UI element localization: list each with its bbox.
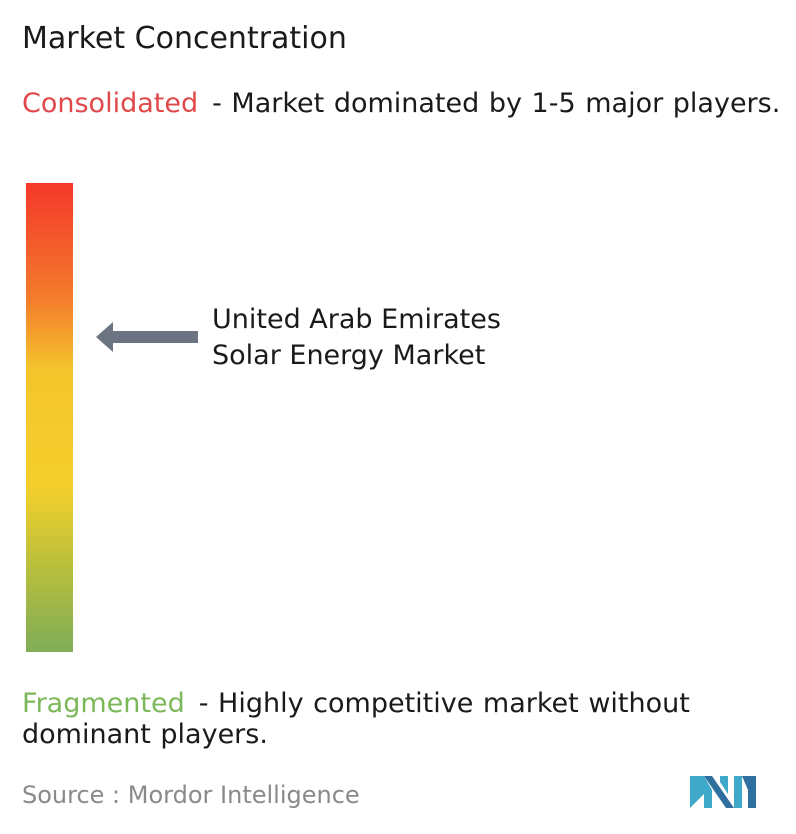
consolidated-term: Consolidated (22, 88, 199, 119)
consolidated-text: - Market dominated by 1-5 major players. (212, 88, 781, 119)
chart-title: Market Concentration (22, 21, 347, 56)
market-position-arrow-icon (96, 322, 198, 352)
fragmented-term: Fragmented (22, 688, 185, 719)
consolidated-description: Consolidated - Market dominated by 1-5 ma… (22, 88, 792, 119)
market-label: United Arab Emirates Solar Energy Market (212, 302, 632, 374)
fragmented-description: Fragmented - Highly competitive market wi… (22, 688, 792, 750)
mordor-intelligence-logo-icon (690, 776, 756, 808)
concentration-scale-bar (26, 183, 73, 652)
market-label-line-2: Solar Energy Market (212, 340, 486, 371)
source-credit: Source : Mordor Intelligence (22, 781, 360, 809)
market-label-line-1: United Arab Emirates (212, 304, 501, 335)
fragmented-text: - Highly competitive market without domi… (22, 688, 690, 750)
